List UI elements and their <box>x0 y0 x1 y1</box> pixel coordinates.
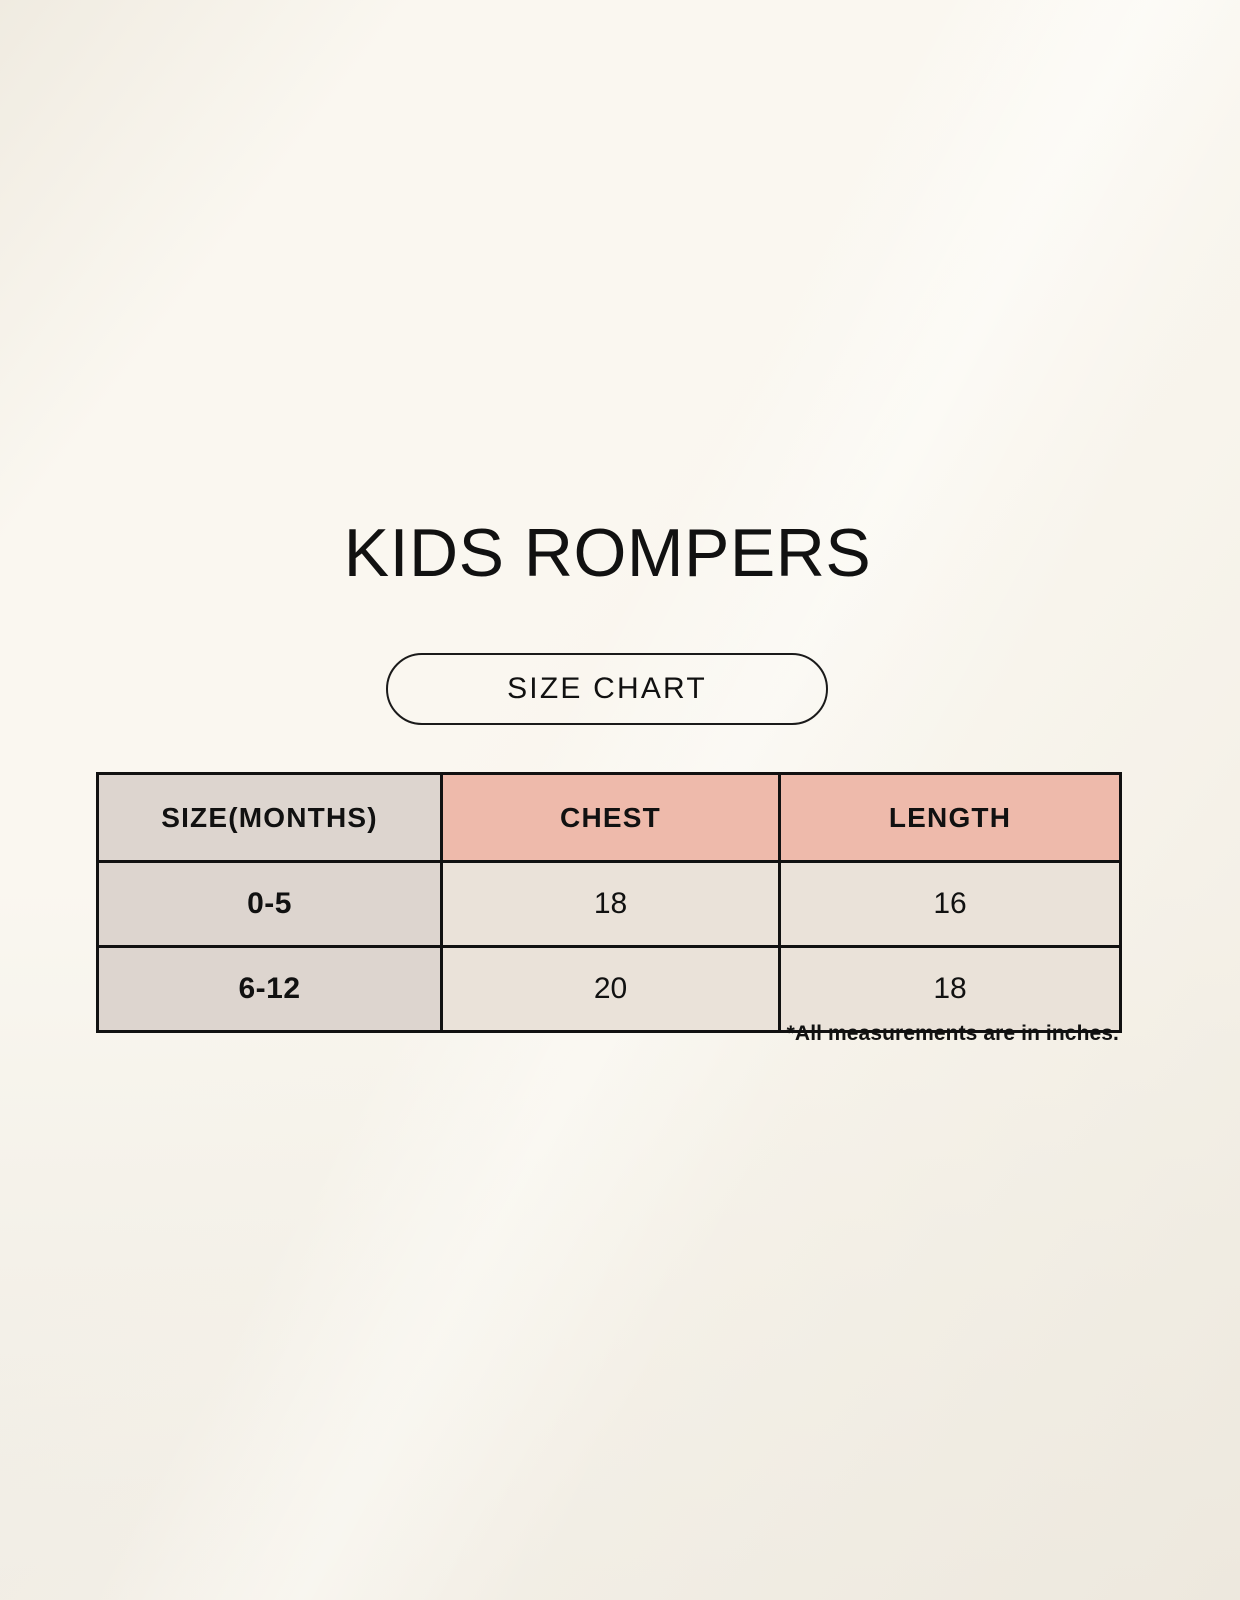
column-header-size: SIZE(MONTHS) <box>96 772 443 863</box>
cell-chest-0: 18 <box>440 860 781 948</box>
table-row: 6-12 20 18 <box>96 945 1122 1033</box>
table-header: SIZE(MONTHS) CHEST LENGTH <box>96 772 1122 863</box>
cell-length-0: 16 <box>778 860 1122 948</box>
column-header-length: LENGTH <box>778 772 1122 863</box>
cell-chest-1: 20 <box>440 945 781 1033</box>
cell-size-0: 0-5 <box>96 860 443 948</box>
table-body: 0-5 18 16 6-12 20 18 <box>96 860 1122 1033</box>
cell-length-1: 18 <box>778 945 1122 1033</box>
table-header-row: SIZE(MONTHS) CHEST LENGTH <box>96 772 1122 863</box>
size-chart-badge: SIZE CHART <box>386 653 828 725</box>
measurement-note: *All measurements are in inches. <box>786 1022 1119 1045</box>
size-chart-badge-label: SIZE CHART <box>507 672 707 705</box>
page-title: KIDS ROMPERS <box>343 515 872 591</box>
size-chart-table: SIZE(MONTHS) CHEST LENGTH 0-5 18 16 6-12… <box>96 772 1122 1033</box>
column-header-chest: CHEST <box>440 772 781 863</box>
cell-size-1: 6-12 <box>96 945 443 1033</box>
table-row: 0-5 18 16 <box>96 860 1122 948</box>
